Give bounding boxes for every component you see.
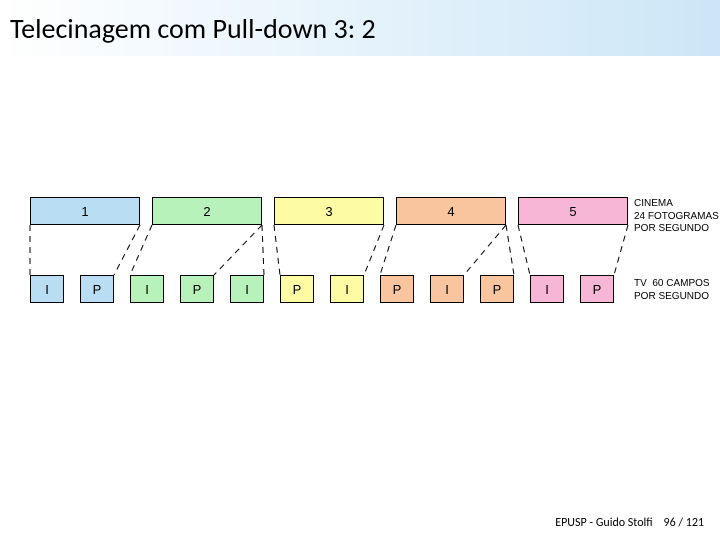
cinema-frame: 3: [274, 197, 384, 225]
cinema-label: CINEMA24 FOTOGRAMASPOR SEGUNDO: [634, 198, 719, 236]
footer: EPUSP - Guido Stolfi 96 / 121: [555, 516, 704, 530]
tv-label: TV 60 CAMPOSPOR SEGUNDO: [634, 278, 710, 303]
tv-field: I: [330, 275, 364, 303]
pulldown-diagram: 12345CINEMA24 FOTOGRAMASPOR SEGUNDOIPIPI…: [0, 56, 720, 496]
tv-field: P: [580, 275, 614, 303]
cinema-frame: 1: [30, 197, 140, 225]
tv-field: I: [30, 275, 64, 303]
tv-field: P: [280, 275, 314, 303]
tv-field: P: [180, 275, 214, 303]
tv-field: I: [130, 275, 164, 303]
cinema-frame: 4: [396, 197, 506, 225]
page-title: Telecinagem com Pull-down 3: 2: [10, 11, 376, 46]
tv-field: I: [430, 275, 464, 303]
tv-field: P: [80, 275, 114, 303]
title-bar: Telecinagem com Pull-down 3: 2: [0, 0, 720, 56]
tv-field: I: [530, 275, 564, 303]
footer-author: EPUSP - Guido Stolfi: [555, 516, 652, 530]
tv-field: P: [480, 275, 514, 303]
cinema-frame: 2: [152, 197, 262, 225]
footer-page: 96 / 121: [664, 516, 704, 530]
cinema-frame: 5: [518, 197, 628, 225]
tv-field: P: [380, 275, 414, 303]
tv-field: I: [230, 275, 264, 303]
